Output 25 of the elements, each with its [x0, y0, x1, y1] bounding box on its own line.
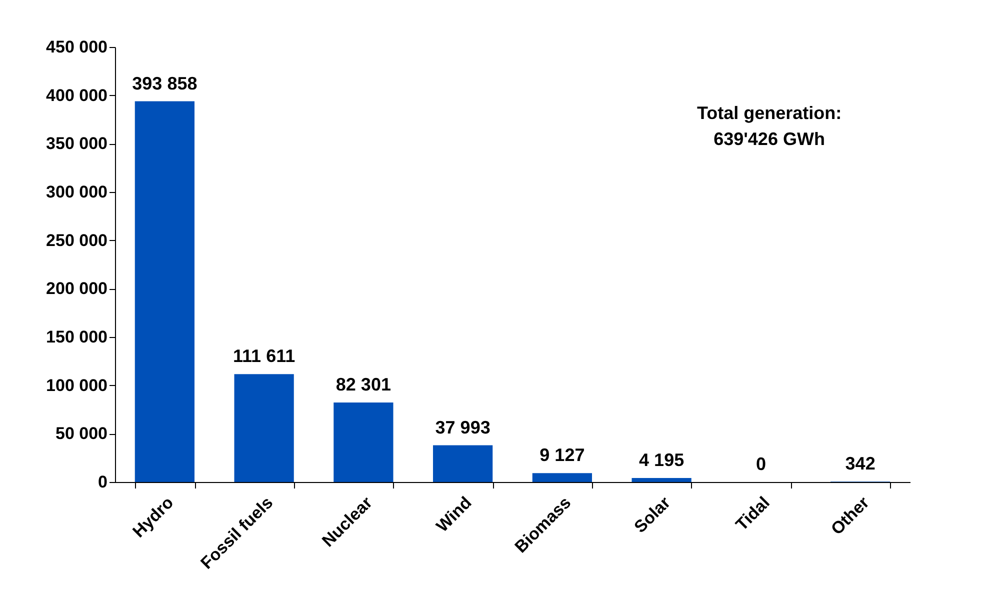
y-tick-label: 50 000: [56, 424, 108, 444]
bar: [532, 473, 592, 482]
data-label: 4 195: [639, 450, 684, 470]
y-tick-label: 0: [98, 472, 108, 492]
bar: [433, 445, 493, 482]
data-label: 82 301: [336, 374, 391, 394]
data-label: 393 858: [132, 73, 198, 94]
data-label: 342: [845, 454, 876, 474]
y-tick-label: 200 000: [46, 279, 108, 298]
y-tick-label: 400 000: [46, 86, 108, 105]
bar: [234, 374, 294, 482]
data-label: 111 611: [233, 346, 296, 366]
bar: [334, 402, 394, 482]
data-label: 0: [756, 454, 766, 474]
data-label: 37 993: [435, 417, 490, 438]
y-tick-label: 450 000: [46, 38, 108, 56]
annotation: Total generation: 639'426 GWh: [696, 103, 842, 149]
bar: [134, 101, 194, 482]
y-tick-label: 350 000: [46, 134, 108, 154]
data-label: 9 127: [540, 445, 585, 466]
y-tick-label: 300 000: [46, 182, 108, 202]
y-tick-label: 250 000: [46, 230, 108, 250]
bar: [632, 478, 692, 482]
y-tick-label: 150 000: [46, 328, 108, 346]
y-tick-label: 100 000: [46, 376, 108, 395]
